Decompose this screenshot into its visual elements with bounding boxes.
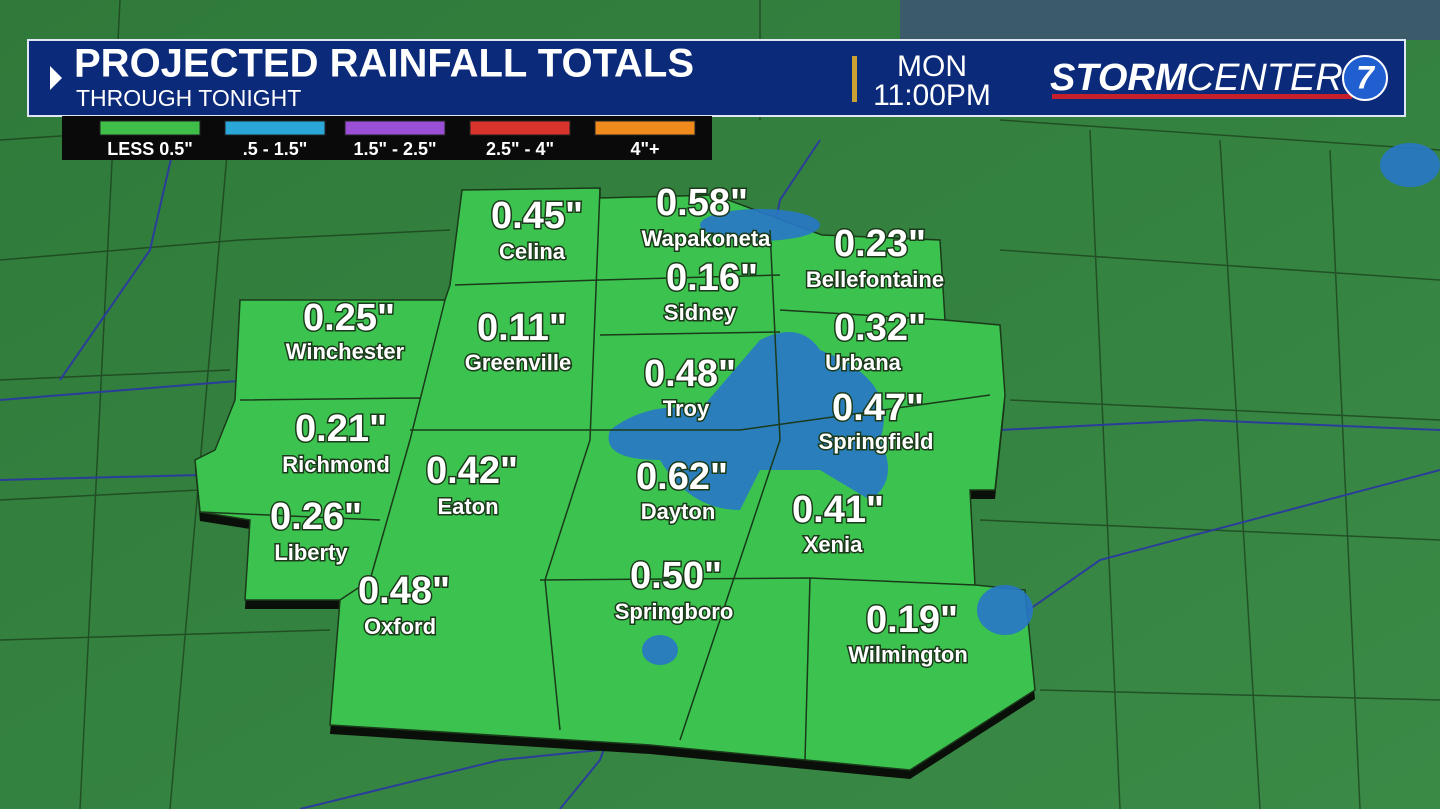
county-lines [199,187,991,761]
legend-swatch [469,120,571,136]
rain-amount: 0.19" [866,599,958,641]
legend-swatch [594,120,696,136]
city-name: Dayton [641,499,716,524]
legend-swatch [99,120,201,136]
time: 11:00PM [873,79,991,112]
rain-amount: 0.11" [477,307,567,349]
lake [900,0,1440,40]
rain-amount: 0.16" [666,257,758,299]
rain-amount: 0.50" [630,555,722,597]
city-name: Springboro [615,599,734,624]
legend-label: LESS 0.5" [107,139,193,159]
location-labels: 0.45"Celina 0.58"Wapakoneta 0.23"Bellefont… [269,181,970,669]
header: PROJECTED RAINFALL TOTALS THROUGH TONIGH… [27,39,1406,117]
city-name: Eaton [437,494,498,519]
city-name: Wapakoneta [642,226,772,251]
region [194,187,1036,771]
legend-label: 4"+ [630,139,659,159]
rain-amount: 0.26" [270,496,362,538]
rain-amount: 0.48" [358,570,450,612]
day: MON [897,50,967,83]
legend-label: 2.5" - 4" [486,139,554,159]
city-name: Greenville [465,350,571,375]
header-bar [27,39,1406,117]
rain-amount: 0.42" [426,450,518,492]
legend-swatch [344,120,446,136]
city-name: Liberty [274,540,348,565]
logo-underline [1052,94,1352,99]
city-name: Oxford [364,614,436,639]
rain-amount: 0.23" [834,223,926,265]
rain-amount: 0.41" [792,489,884,531]
logo-badge [1342,55,1388,101]
legend-label: 1.5" - 2.5" [353,139,436,159]
city-name: Richmond [282,452,390,477]
logo-regular: CENTER [1187,57,1343,99]
legend: LESS 0.5" .5 - 1.5" 1.5" - 2.5" 2.5" - 4" 4"… [99,120,696,159]
city-name: Celina [499,239,566,264]
title: PROJECTED RAINFALL TOTALS [74,42,694,86]
logo-bold: STORM [1050,57,1188,99]
city-name: Sidney [664,300,737,325]
divider [852,56,857,102]
rain-amount: 0.21" [295,408,387,450]
logo-number: 7 [1356,59,1376,95]
city-name: Urbana [825,350,902,375]
rain-amount: 0.32" [834,307,926,349]
city-name: Xenia [804,532,863,557]
city-name: Wilmington [848,642,968,667]
rain-areas [608,143,1440,665]
city-name: Springfield [819,429,934,454]
rain-amount: 0.58" [656,182,748,224]
rain-amount: 0.47" [832,387,924,429]
rain-amount: 0.45" [491,195,583,237]
city-name: Troy [663,396,710,421]
rain-amount: 0.62" [636,456,728,498]
play-icon [50,66,62,90]
city-name: Winchester [286,339,405,364]
rain-amount: 0.25" [303,297,395,339]
subtitle: THROUGH TONIGHT [76,85,301,111]
legend-swatch [224,120,326,136]
legend-label: .5 - 1.5" [243,139,308,159]
city-name: Bellefontaine [806,267,944,292]
rain-amount: 0.48" [644,353,736,395]
logo-text: STORMCENTER [1050,57,1343,99]
